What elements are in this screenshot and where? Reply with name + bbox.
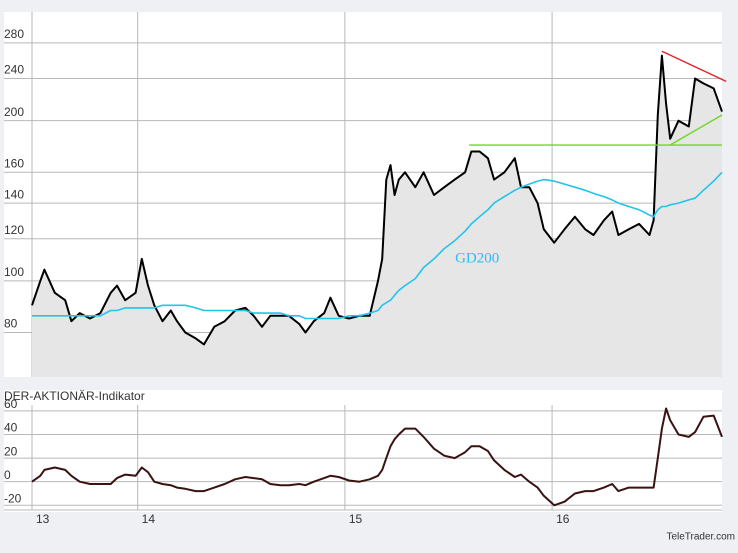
x-tick-label: 13 bbox=[36, 512, 50, 526]
y-tick-label: 60 bbox=[4, 397, 18, 411]
y-tick-label: 0 bbox=[4, 468, 11, 482]
price-line bbox=[31, 54, 723, 346]
x-tick-label: 14 bbox=[142, 512, 156, 526]
y-tick-label: 160 bbox=[4, 156, 24, 170]
trend-line bbox=[669, 114, 723, 146]
x-tick-label: 16 bbox=[556, 512, 570, 526]
indicator-panel bbox=[4, 390, 722, 512]
series-label: GD200 bbox=[455, 251, 499, 267]
y-tick-label: 40 bbox=[4, 421, 18, 435]
y-tick-label: 280 bbox=[4, 27, 24, 41]
y-tick-label: 140 bbox=[4, 187, 24, 201]
y-tick-label: 80 bbox=[4, 317, 18, 331]
price-line-area bbox=[32, 55, 722, 377]
y-tick-label: 120 bbox=[4, 223, 24, 237]
x-tick-label: 15 bbox=[349, 512, 363, 526]
y-tick-label: 100 bbox=[4, 265, 24, 279]
y-tick-label: -20 bbox=[4, 491, 22, 505]
source: TeleTrader.com bbox=[666, 532, 735, 543]
y-tick-label: 200 bbox=[4, 105, 24, 119]
trend-line bbox=[661, 50, 727, 83]
average-line bbox=[32, 171, 723, 320]
indicator-line bbox=[31, 407, 723, 507]
indicator-title: DER-AKTIONÄR-Indikator bbox=[4, 389, 145, 403]
y-tick-label: 240 bbox=[4, 63, 24, 77]
y-tick-label: 20 bbox=[4, 444, 18, 458]
